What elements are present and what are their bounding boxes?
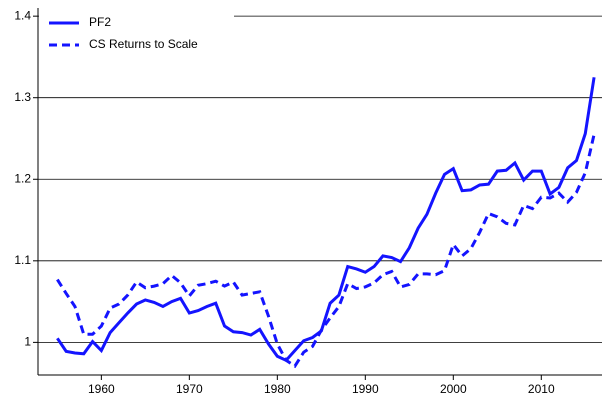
x-tick-label: 1980 [264,382,291,396]
legend-label: CS Returns to Scale [89,37,198,51]
x-tick-label: 2000 [440,382,467,396]
x-tick-label: 2010 [528,382,555,396]
y-tick-label: 1 [24,335,31,349]
x-tick-label: 1990 [352,382,379,396]
y-tick-label: 1.2 [14,171,31,185]
y-tick-label: 1.3 [14,90,31,104]
legend-label: PF2 [89,15,111,29]
series-line [56,134,596,369]
x-tick-label: 1960 [88,382,115,396]
y-tick-label: 1.1 [14,253,31,267]
series-line [56,77,596,363]
x-tick-label: 1970 [176,382,203,396]
y-tick-label: 1.4 [14,8,31,22]
legend-box [39,9,234,61]
